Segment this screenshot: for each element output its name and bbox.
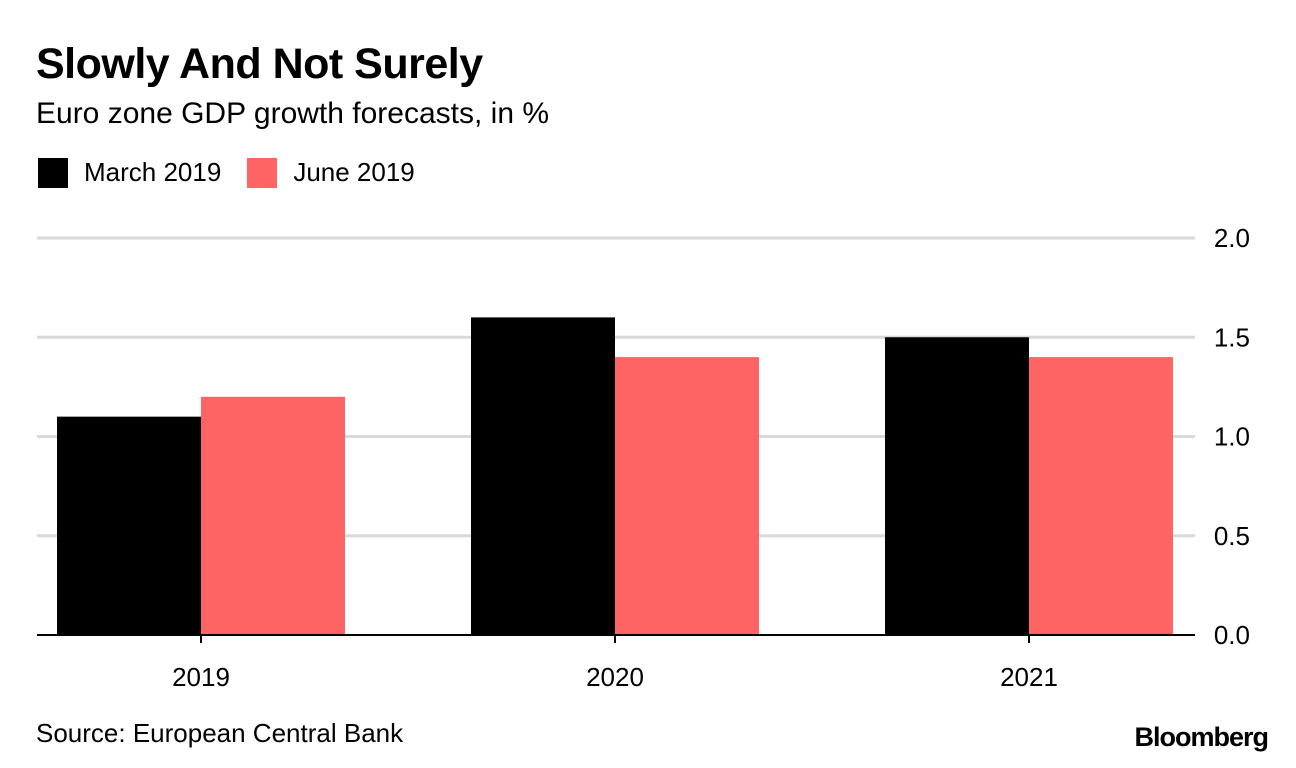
legend-item-march-2019: March 2019: [38, 157, 221, 188]
chart-subtitle: Euro zone GDP growth forecasts, in %: [36, 97, 550, 130]
legend-label-june-2019: June 2019: [293, 157, 415, 187]
bar-march-2019-2021: [885, 337, 1029, 635]
bar-june-2019-2021: [1029, 357, 1173, 635]
bar-june-2019-2020: [615, 357, 759, 635]
x-tick-label: 2020: [586, 662, 644, 692]
legend: March 2019 June 2019: [38, 157, 441, 188]
legend-label-march-2019: March 2019: [84, 157, 222, 187]
chart-title: Slowly And Not Surely: [36, 40, 483, 88]
y-tick-label: 1.0: [1214, 422, 1250, 452]
y-tick-label: 0.0: [1214, 620, 1250, 650]
legend-swatch-june-2019: [247, 157, 278, 188]
bar-june-2019-2019: [201, 396, 345, 635]
bar-march-2019-2019: [57, 416, 201, 635]
y-tick-label: 2.0: [1214, 223, 1250, 253]
source-note: Source: European Central Bank: [36, 718, 404, 748]
x-tick-label: 2019: [172, 662, 230, 692]
legend-swatch-march-2019: [38, 157, 68, 188]
x-tick-label: 2021: [1000, 662, 1058, 692]
bar-march-2019-2020: [471, 317, 615, 635]
legend-item-june-2019: June 2019: [247, 157, 415, 188]
y-tick-label: 0.5: [1214, 521, 1250, 551]
y-tick-label: 1.5: [1214, 322, 1250, 352]
bloomberg-logo: Bloomberg: [1134, 722, 1269, 752]
